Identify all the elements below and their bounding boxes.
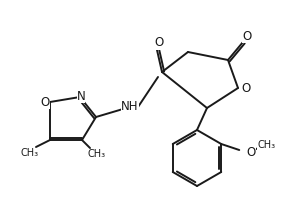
Text: NH: NH — [121, 101, 139, 114]
Text: CH₃: CH₃ — [257, 140, 275, 150]
Text: O: O — [154, 37, 164, 49]
Text: O: O — [154, 37, 164, 49]
Text: O: O — [40, 96, 50, 108]
Text: O: O — [40, 96, 50, 108]
Text: O: O — [241, 81, 251, 95]
Text: O: O — [242, 29, 252, 42]
Text: NH: NH — [121, 101, 139, 114]
Text: O: O — [247, 145, 256, 159]
Text: N: N — [76, 89, 85, 102]
Text: O: O — [241, 81, 251, 95]
Text: CH₃: CH₃ — [21, 148, 39, 158]
Text: O: O — [242, 29, 252, 42]
Text: N: N — [76, 89, 85, 102]
Text: CH₃: CH₃ — [88, 149, 106, 159]
Text: O: O — [247, 145, 256, 159]
Text: CH₃: CH₃ — [257, 140, 275, 150]
